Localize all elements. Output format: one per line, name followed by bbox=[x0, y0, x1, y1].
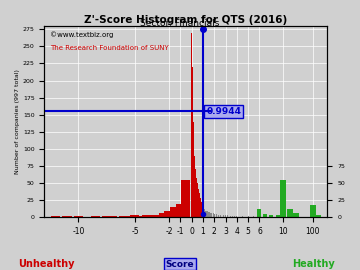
Bar bbox=[51, 216, 60, 217]
Text: Healthy: Healthy bbox=[292, 259, 334, 269]
Bar bbox=[91, 216, 100, 217]
Bar bbox=[269, 215, 273, 217]
Bar bbox=[165, 211, 174, 217]
Text: 0.9944: 0.9944 bbox=[206, 107, 241, 116]
Text: The Research Foundation of SUNY: The Research Foundation of SUNY bbox=[50, 45, 169, 51]
Bar bbox=[108, 216, 117, 217]
Bar bbox=[119, 216, 128, 217]
Bar bbox=[223, 215, 224, 217]
Bar bbox=[136, 216, 145, 217]
Bar bbox=[211, 213, 212, 217]
Bar bbox=[197, 183, 198, 217]
Bar bbox=[205, 211, 206, 217]
Bar bbox=[198, 189, 199, 217]
Bar bbox=[199, 193, 200, 217]
Title: Z'-Score Histogram for QTS (2016): Z'-Score Histogram for QTS (2016) bbox=[84, 15, 288, 25]
Bar bbox=[257, 209, 261, 217]
Bar bbox=[130, 215, 139, 217]
Bar bbox=[253, 216, 254, 217]
Bar bbox=[102, 216, 111, 217]
Bar bbox=[194, 156, 195, 217]
Bar bbox=[276, 215, 280, 217]
Bar bbox=[218, 215, 219, 217]
Bar bbox=[287, 209, 293, 217]
Bar bbox=[293, 212, 298, 217]
Y-axis label: Number of companies (997 total): Number of companies (997 total) bbox=[15, 69, 20, 174]
Text: ©www.textbiz.org: ©www.textbiz.org bbox=[50, 32, 113, 38]
Text: Sector: Financials: Sector: Financials bbox=[140, 19, 220, 28]
Bar bbox=[234, 216, 235, 217]
Bar bbox=[236, 216, 237, 217]
Bar bbox=[315, 215, 321, 217]
Bar bbox=[196, 178, 197, 217]
Text: Unhealthy: Unhealthy bbox=[19, 259, 75, 269]
Bar bbox=[220, 215, 221, 217]
Bar bbox=[153, 215, 162, 217]
Text: Score: Score bbox=[166, 260, 194, 269]
Bar bbox=[147, 215, 157, 217]
Bar bbox=[193, 122, 194, 217]
Bar bbox=[207, 211, 208, 217]
Bar bbox=[202, 205, 203, 217]
Bar bbox=[263, 214, 267, 217]
Bar bbox=[195, 170, 196, 217]
Bar bbox=[201, 202, 202, 217]
Bar bbox=[206, 211, 207, 217]
Bar bbox=[142, 215, 151, 217]
Bar bbox=[212, 213, 213, 217]
Bar bbox=[192, 67, 193, 217]
Bar bbox=[63, 216, 72, 217]
Bar bbox=[203, 208, 204, 217]
Bar bbox=[227, 215, 228, 217]
Bar bbox=[159, 213, 168, 217]
Bar bbox=[216, 214, 217, 217]
Bar bbox=[125, 216, 134, 217]
Bar bbox=[310, 205, 315, 217]
Bar bbox=[176, 204, 185, 217]
Bar bbox=[191, 33, 192, 217]
Bar bbox=[232, 216, 233, 217]
Bar bbox=[242, 216, 243, 217]
Bar bbox=[200, 198, 201, 217]
Bar bbox=[170, 207, 179, 217]
Bar bbox=[214, 214, 215, 217]
Bar bbox=[280, 180, 286, 217]
Bar bbox=[225, 215, 226, 217]
Bar bbox=[181, 180, 190, 217]
Bar bbox=[210, 212, 211, 217]
Bar bbox=[248, 216, 249, 217]
Bar bbox=[204, 209, 205, 217]
Bar bbox=[74, 216, 83, 217]
Bar bbox=[208, 212, 210, 217]
